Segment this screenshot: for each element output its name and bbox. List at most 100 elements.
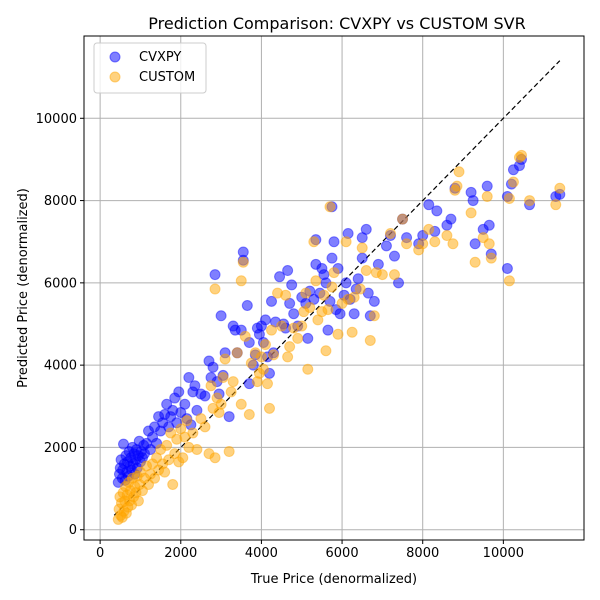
x-axis-label: True Price (denormalized) bbox=[250, 572, 417, 587]
point-cvxpy bbox=[334, 308, 346, 320]
point-custom bbox=[205, 380, 217, 392]
point-cvxpy bbox=[288, 308, 300, 320]
chart-title: Prediction Comparison: CVXPY vs CUSTOM S… bbox=[148, 14, 525, 33]
legend: CVXPY CUSTOM bbox=[93, 42, 207, 94]
point-cvxpy bbox=[183, 371, 195, 383]
point-custom bbox=[282, 351, 294, 363]
point-custom bbox=[280, 289, 292, 301]
point-custom bbox=[209, 283, 221, 295]
point-custom bbox=[239, 330, 251, 342]
point-custom bbox=[324, 201, 336, 213]
point-custom bbox=[276, 320, 288, 332]
point-custom bbox=[401, 238, 413, 250]
y-tick-label: 6000 bbox=[44, 276, 77, 291]
x-axis-ticks: 0 2000 4000 6000 8000 10000 bbox=[96, 540, 524, 561]
point-cvxpy bbox=[284, 297, 296, 309]
point-custom bbox=[245, 357, 257, 369]
point-custom bbox=[268, 349, 280, 361]
point-custom bbox=[465, 207, 477, 219]
point-cvxpy bbox=[286, 279, 298, 291]
point-cvxpy bbox=[161, 398, 173, 410]
point-custom bbox=[346, 326, 358, 338]
point-custom bbox=[483, 238, 495, 250]
point-custom bbox=[266, 324, 277, 336]
data-points bbox=[112, 149, 566, 525]
point-cvxpy bbox=[308, 293, 320, 305]
legend-marker-cvxpy bbox=[109, 51, 121, 63]
point-custom bbox=[554, 182, 566, 194]
y-axis-ticks: 0 2000 4000 6000 8000 10000 bbox=[36, 112, 84, 538]
point-custom bbox=[149, 472, 161, 484]
point-custom bbox=[320, 345, 332, 357]
point-custom bbox=[255, 351, 267, 363]
point-custom bbox=[368, 310, 380, 322]
point-custom bbox=[177, 452, 189, 464]
point-custom bbox=[259, 339, 271, 351]
point-custom bbox=[199, 421, 211, 433]
point-custom bbox=[209, 452, 221, 464]
point-custom bbox=[263, 402, 275, 414]
point-cvxpy bbox=[380, 240, 392, 252]
legend-marker-custom bbox=[109, 71, 121, 83]
point-custom bbox=[340, 236, 352, 248]
point-custom bbox=[388, 269, 400, 281]
x-tick-label: 10000 bbox=[483, 546, 524, 561]
point-custom bbox=[219, 353, 231, 365]
point-custom bbox=[159, 466, 171, 478]
point-custom bbox=[310, 275, 322, 287]
point-cvxpy bbox=[352, 273, 364, 285]
point-cvxpy bbox=[266, 295, 277, 307]
point-custom bbox=[360, 265, 372, 277]
point-cvxpy bbox=[340, 277, 352, 289]
legend-box bbox=[93, 42, 207, 94]
point-cvxpy bbox=[175, 406, 187, 418]
point-custom bbox=[132, 495, 144, 507]
point-cvxpy bbox=[274, 271, 286, 283]
point-cvxpy bbox=[179, 398, 191, 410]
point-cvxpy bbox=[388, 250, 400, 262]
point-custom bbox=[417, 238, 429, 250]
point-custom bbox=[151, 452, 163, 464]
point-cvxpy bbox=[282, 265, 294, 277]
point-custom bbox=[503, 275, 515, 287]
point-custom bbox=[187, 427, 199, 439]
point-custom bbox=[302, 363, 314, 375]
point-custom bbox=[175, 423, 187, 435]
x-tick-label: 0 bbox=[96, 546, 104, 561]
point-custom bbox=[503, 193, 515, 205]
point-cvxpy bbox=[199, 390, 211, 402]
point-custom bbox=[167, 478, 179, 490]
point-custom bbox=[397, 213, 409, 225]
point-custom bbox=[376, 269, 388, 281]
point-custom bbox=[292, 332, 304, 344]
point-custom bbox=[231, 347, 243, 359]
point-cvxpy bbox=[481, 180, 493, 192]
point-custom bbox=[516, 149, 527, 161]
point-cvxpy bbox=[368, 295, 380, 307]
point-custom bbox=[284, 341, 296, 353]
point-custom bbox=[447, 238, 459, 250]
point-cvxpy bbox=[241, 299, 253, 311]
point-custom bbox=[179, 431, 191, 443]
point-custom bbox=[356, 242, 368, 254]
point-custom bbox=[326, 281, 338, 293]
point-custom bbox=[243, 409, 255, 421]
point-custom bbox=[441, 230, 453, 242]
point-custom bbox=[451, 180, 463, 192]
point-custom bbox=[453, 166, 465, 178]
point-cvxpy bbox=[207, 361, 219, 373]
point-custom bbox=[304, 302, 316, 314]
point-custom bbox=[235, 275, 247, 287]
point-custom bbox=[318, 289, 330, 301]
point-cvxpy bbox=[356, 232, 368, 244]
point-custom bbox=[296, 320, 308, 332]
point-custom bbox=[312, 314, 324, 326]
point-custom bbox=[225, 386, 237, 398]
legend-label-custom: CUSTOM bbox=[139, 70, 195, 85]
point-custom bbox=[481, 190, 493, 202]
point-custom bbox=[165, 427, 177, 439]
point-cvxpy bbox=[259, 314, 271, 326]
point-cvxpy bbox=[467, 195, 479, 207]
point-custom bbox=[364, 334, 376, 346]
point-custom bbox=[550, 199, 562, 211]
